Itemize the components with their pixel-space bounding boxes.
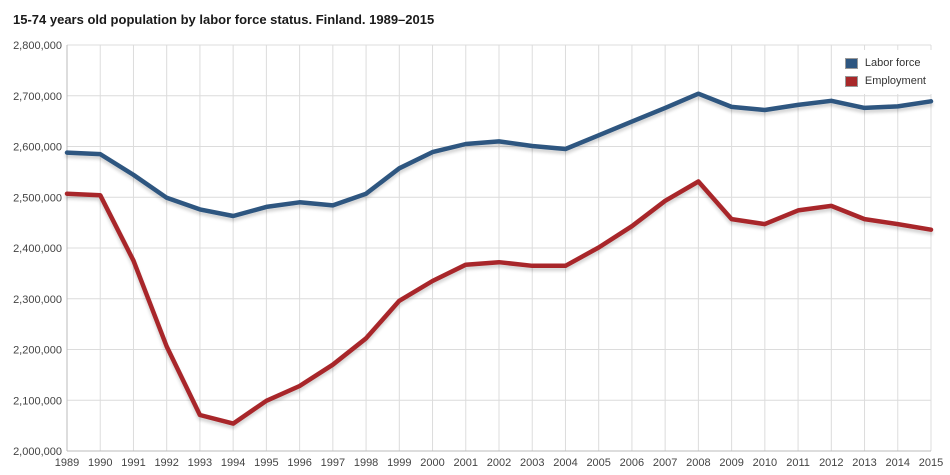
x-tick-label: 1998 [354, 457, 378, 469]
x-tick-label: 1992 [154, 457, 178, 469]
x-tick-label: 1995 [254, 457, 278, 469]
y-tick-label: 2,500,000 [13, 192, 62, 204]
x-tick-label: 1994 [221, 457, 245, 469]
legend-label: Labor force [864, 57, 921, 69]
y-tick-label: 2,600,000 [13, 142, 62, 154]
x-tick-label: 1999 [387, 457, 411, 469]
y-tick-label: 2,000,000 [13, 446, 62, 458]
x-tick-label: 1991 [121, 457, 145, 469]
x-tick-label: 1990 [88, 457, 112, 469]
x-tick-label: 2002 [487, 457, 511, 469]
grid [66, 44, 932, 452]
x-tick-label: 2007 [653, 457, 677, 469]
y-tick-label: 2,800,000 [13, 40, 62, 52]
x-tick-label: 2009 [719, 457, 743, 469]
x-tick-label: 2000 [420, 457, 444, 469]
x-tick-label: 2008 [686, 457, 710, 469]
series-lines [64, 91, 934, 426]
legend-swatch [844, 57, 858, 69]
x-tick-label: 1996 [287, 457, 311, 469]
legend-swatch [844, 75, 858, 87]
y-tick-label: 2,100,000 [13, 395, 62, 407]
y-tick-label: 2,200,000 [13, 345, 62, 357]
x-tick-label: 2012 [819, 457, 843, 469]
series-line-employment[interactable] [64, 179, 934, 426]
x-tick-label: 2003 [520, 457, 544, 469]
x-tick-label: 1993 [188, 457, 212, 469]
x-tick-label: 2001 [454, 457, 478, 469]
x-tick-label: 2015 [919, 457, 943, 469]
y-tick-label: 2,300,000 [13, 294, 62, 306]
x-tick-label: 2010 [753, 457, 777, 469]
series-line-labor-force[interactable] [64, 91, 934, 219]
y-tick-label: 2,400,000 [13, 243, 62, 255]
legend: Labor force Employment [838, 50, 932, 94]
legend-label: Employment [864, 75, 926, 87]
chart-title: 15-74 years old population by labor forc… [13, 12, 435, 27]
x-tick-label: 2006 [620, 457, 644, 469]
y-tick-label: 2,700,000 [13, 91, 62, 103]
x-axis-labels: 1989 1990 1991 1992 1993 1994 1995 1996 1997 1998… [55, 457, 943, 469]
x-tick-label: 2011 [786, 457, 810, 469]
x-tick-label: 2013 [852, 457, 876, 469]
x-tick-label: 2014 [886, 457, 910, 469]
x-tick-label: 2005 [586, 457, 610, 469]
x-tick-label: 2004 [553, 457, 577, 469]
legend-item-employment[interactable]: Employment [844, 72, 926, 90]
legend-item-labor-force[interactable]: Labor force [844, 54, 926, 72]
x-tick-label: 1997 [321, 457, 345, 469]
y-axis-labels: 2,000,000 2,100,000 2,200,000 2,300,000 2,40… [13, 40, 62, 458]
x-tick-label: 1989 [55, 457, 79, 469]
